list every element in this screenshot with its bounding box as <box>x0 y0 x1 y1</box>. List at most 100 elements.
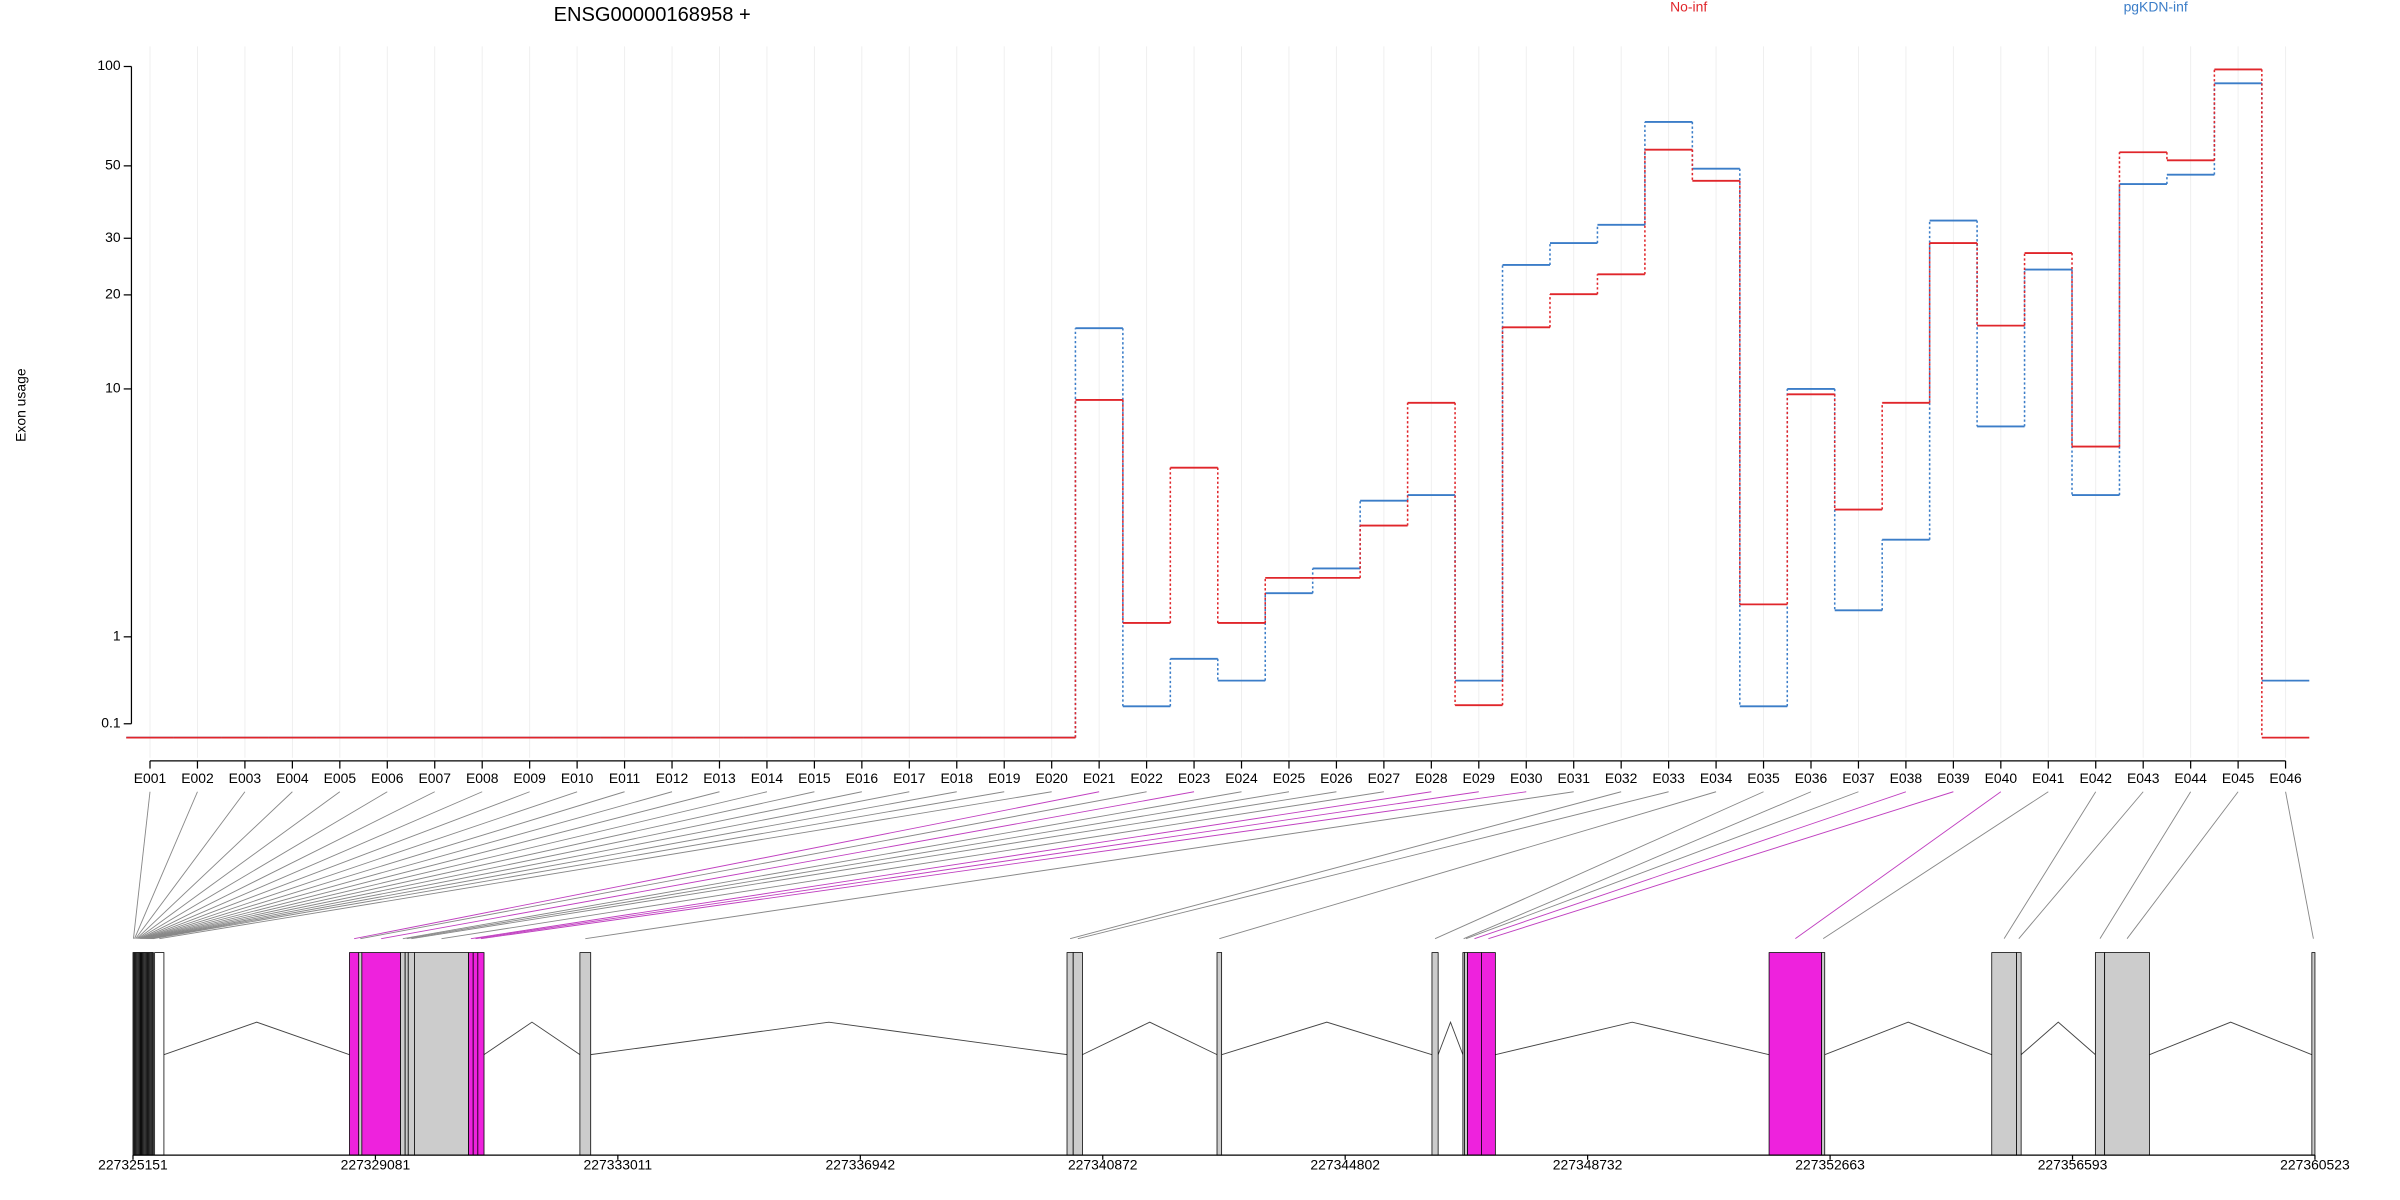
exon-connector <box>1822 791 2049 940</box>
intron <box>1824 1021 1992 1056</box>
exon-box <box>154 952 165 1156</box>
exon-box <box>477 952 485 1156</box>
exon-connector <box>480 791 1527 940</box>
exon-connector <box>152 791 1005 940</box>
x-tick-label: E044 <box>2174 770 2207 786</box>
exon-connector <box>146 791 720 940</box>
exon-connector <box>1077 791 1669 940</box>
genomic-tick-label: 227348732 <box>1553 1157 1623 1173</box>
exon-connector <box>143 791 578 940</box>
x-tick-label: E001 <box>134 770 167 786</box>
exon-box <box>2094 952 2106 1156</box>
genomic-tick-label: 227336942 <box>826 1157 896 1173</box>
exon-box <box>472 952 479 1156</box>
intron <box>1495 1021 1770 1056</box>
x-tick-label: E013 <box>703 770 736 786</box>
exon-connector <box>1069 791 1622 940</box>
exon-connector <box>585 791 1574 940</box>
exon-box <box>152 952 154 1156</box>
exon-connector <box>148 791 815 940</box>
x-tick-label: E026 <box>1320 770 1353 786</box>
exon-connector <box>2285 791 2314 939</box>
genomic-tick-label: 227325151 <box>98 1157 168 1173</box>
exon-connector <box>141 791 530 940</box>
exon-box <box>400 952 406 1156</box>
x-tick-label: E007 <box>419 770 452 786</box>
x-tick-label: E012 <box>656 770 689 786</box>
x-tick-label: E002 <box>181 770 214 786</box>
intron <box>163 1021 350 1056</box>
x-tick-label: E039 <box>1937 770 1970 786</box>
exon-connector <box>159 791 1052 940</box>
x-tick-label: E014 <box>751 770 784 786</box>
exon-connector <box>354 791 1100 940</box>
exon-connector <box>406 791 1290 940</box>
y-tick-label: 10 <box>105 380 121 396</box>
x-tick-label: E042 <box>2079 770 2112 786</box>
genomic-tick-label: 227333011 <box>584 1157 653 1173</box>
x-tick-label: E032 <box>1605 770 1638 786</box>
y-tick-label: 1 <box>113 628 121 644</box>
intron <box>2149 1021 2313 1056</box>
x-tick-label: E030 <box>1510 770 1543 786</box>
x-tick-label: E009 <box>513 770 546 786</box>
y-tick-label: 50 <box>105 157 121 173</box>
exon-connector <box>1465 791 1859 940</box>
x-tick-label: E016 <box>846 770 879 786</box>
exon-connector <box>1219 791 1717 940</box>
intron <box>2020 1021 2096 1055</box>
x-tick-label: E043 <box>2127 770 2160 786</box>
x-tick-label: E017 <box>893 770 926 786</box>
exon-box <box>1066 952 1074 1156</box>
chart-title: ENSG00000168958 + <box>554 4 751 26</box>
exon-connector <box>149 791 862 940</box>
exon-connector <box>147 791 768 940</box>
exon-connector <box>402 791 1242 940</box>
genomic-tick-label: 227344802 <box>1310 1157 1380 1173</box>
exon-box <box>358 952 363 1156</box>
x-tick-label: E033 <box>1652 770 1685 786</box>
x-tick-label: E021 <box>1083 770 1116 786</box>
x-tick-label: E027 <box>1368 770 1401 786</box>
exon-connector <box>139 791 435 940</box>
y-tick-label: 0.1 <box>101 714 121 730</box>
intron <box>483 1021 581 1056</box>
exon-box <box>1821 952 1826 1156</box>
exon-connector <box>140 791 483 940</box>
exon-connector <box>360 791 1147 940</box>
x-tick-label: E015 <box>798 770 831 786</box>
genomic-tick-label: 227329081 <box>341 1157 411 1173</box>
x-tick-label: E010 <box>561 770 594 786</box>
exon-box <box>1481 952 1496 1156</box>
exon-box <box>361 952 401 1156</box>
exon-connector <box>2099 791 2192 939</box>
exon-box <box>2104 952 2150 1156</box>
x-tick-label: E045 <box>2222 770 2255 786</box>
exon-connector <box>137 791 341 940</box>
exon-box <box>407 952 415 1156</box>
exon-connector <box>2003 791 2097 939</box>
exon-box <box>1467 952 1482 1156</box>
genomic-tick-label: 227352663 <box>1795 1157 1865 1173</box>
x-tick-label: E040 <box>1985 770 2018 786</box>
x-tick-label: E022 <box>1130 770 1163 786</box>
x-tick-label: E006 <box>371 770 404 786</box>
intron <box>1082 1021 1218 1056</box>
legend-entry: pgKDN-inf <box>2124 0 2188 14</box>
x-tick-label: E046 <box>2269 770 2302 786</box>
y-tick-label: 30 <box>105 229 121 245</box>
x-tick-label: E034 <box>1700 770 1733 786</box>
exon-connector <box>1474 791 1907 940</box>
y-tick-label: 20 <box>105 286 121 302</box>
exon-box <box>2016 952 2022 1156</box>
exon-connector <box>151 791 957 940</box>
exon-box <box>1431 952 1439 1156</box>
x-tick-label: E020 <box>1035 770 1068 786</box>
x-tick-label: E024 <box>1225 770 1258 786</box>
exon-box <box>1768 952 1823 1156</box>
genomic-tick-label: 227360523 <box>2280 1157 2350 1173</box>
exon-connector <box>136 791 293 939</box>
x-tick-label: E031 <box>1557 770 1590 786</box>
x-tick-label: E023 <box>1178 770 1211 786</box>
